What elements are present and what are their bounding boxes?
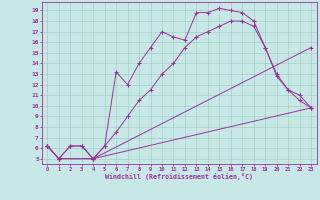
X-axis label: Windchill (Refroidissement éolien,°C): Windchill (Refroidissement éolien,°C): [105, 173, 253, 180]
